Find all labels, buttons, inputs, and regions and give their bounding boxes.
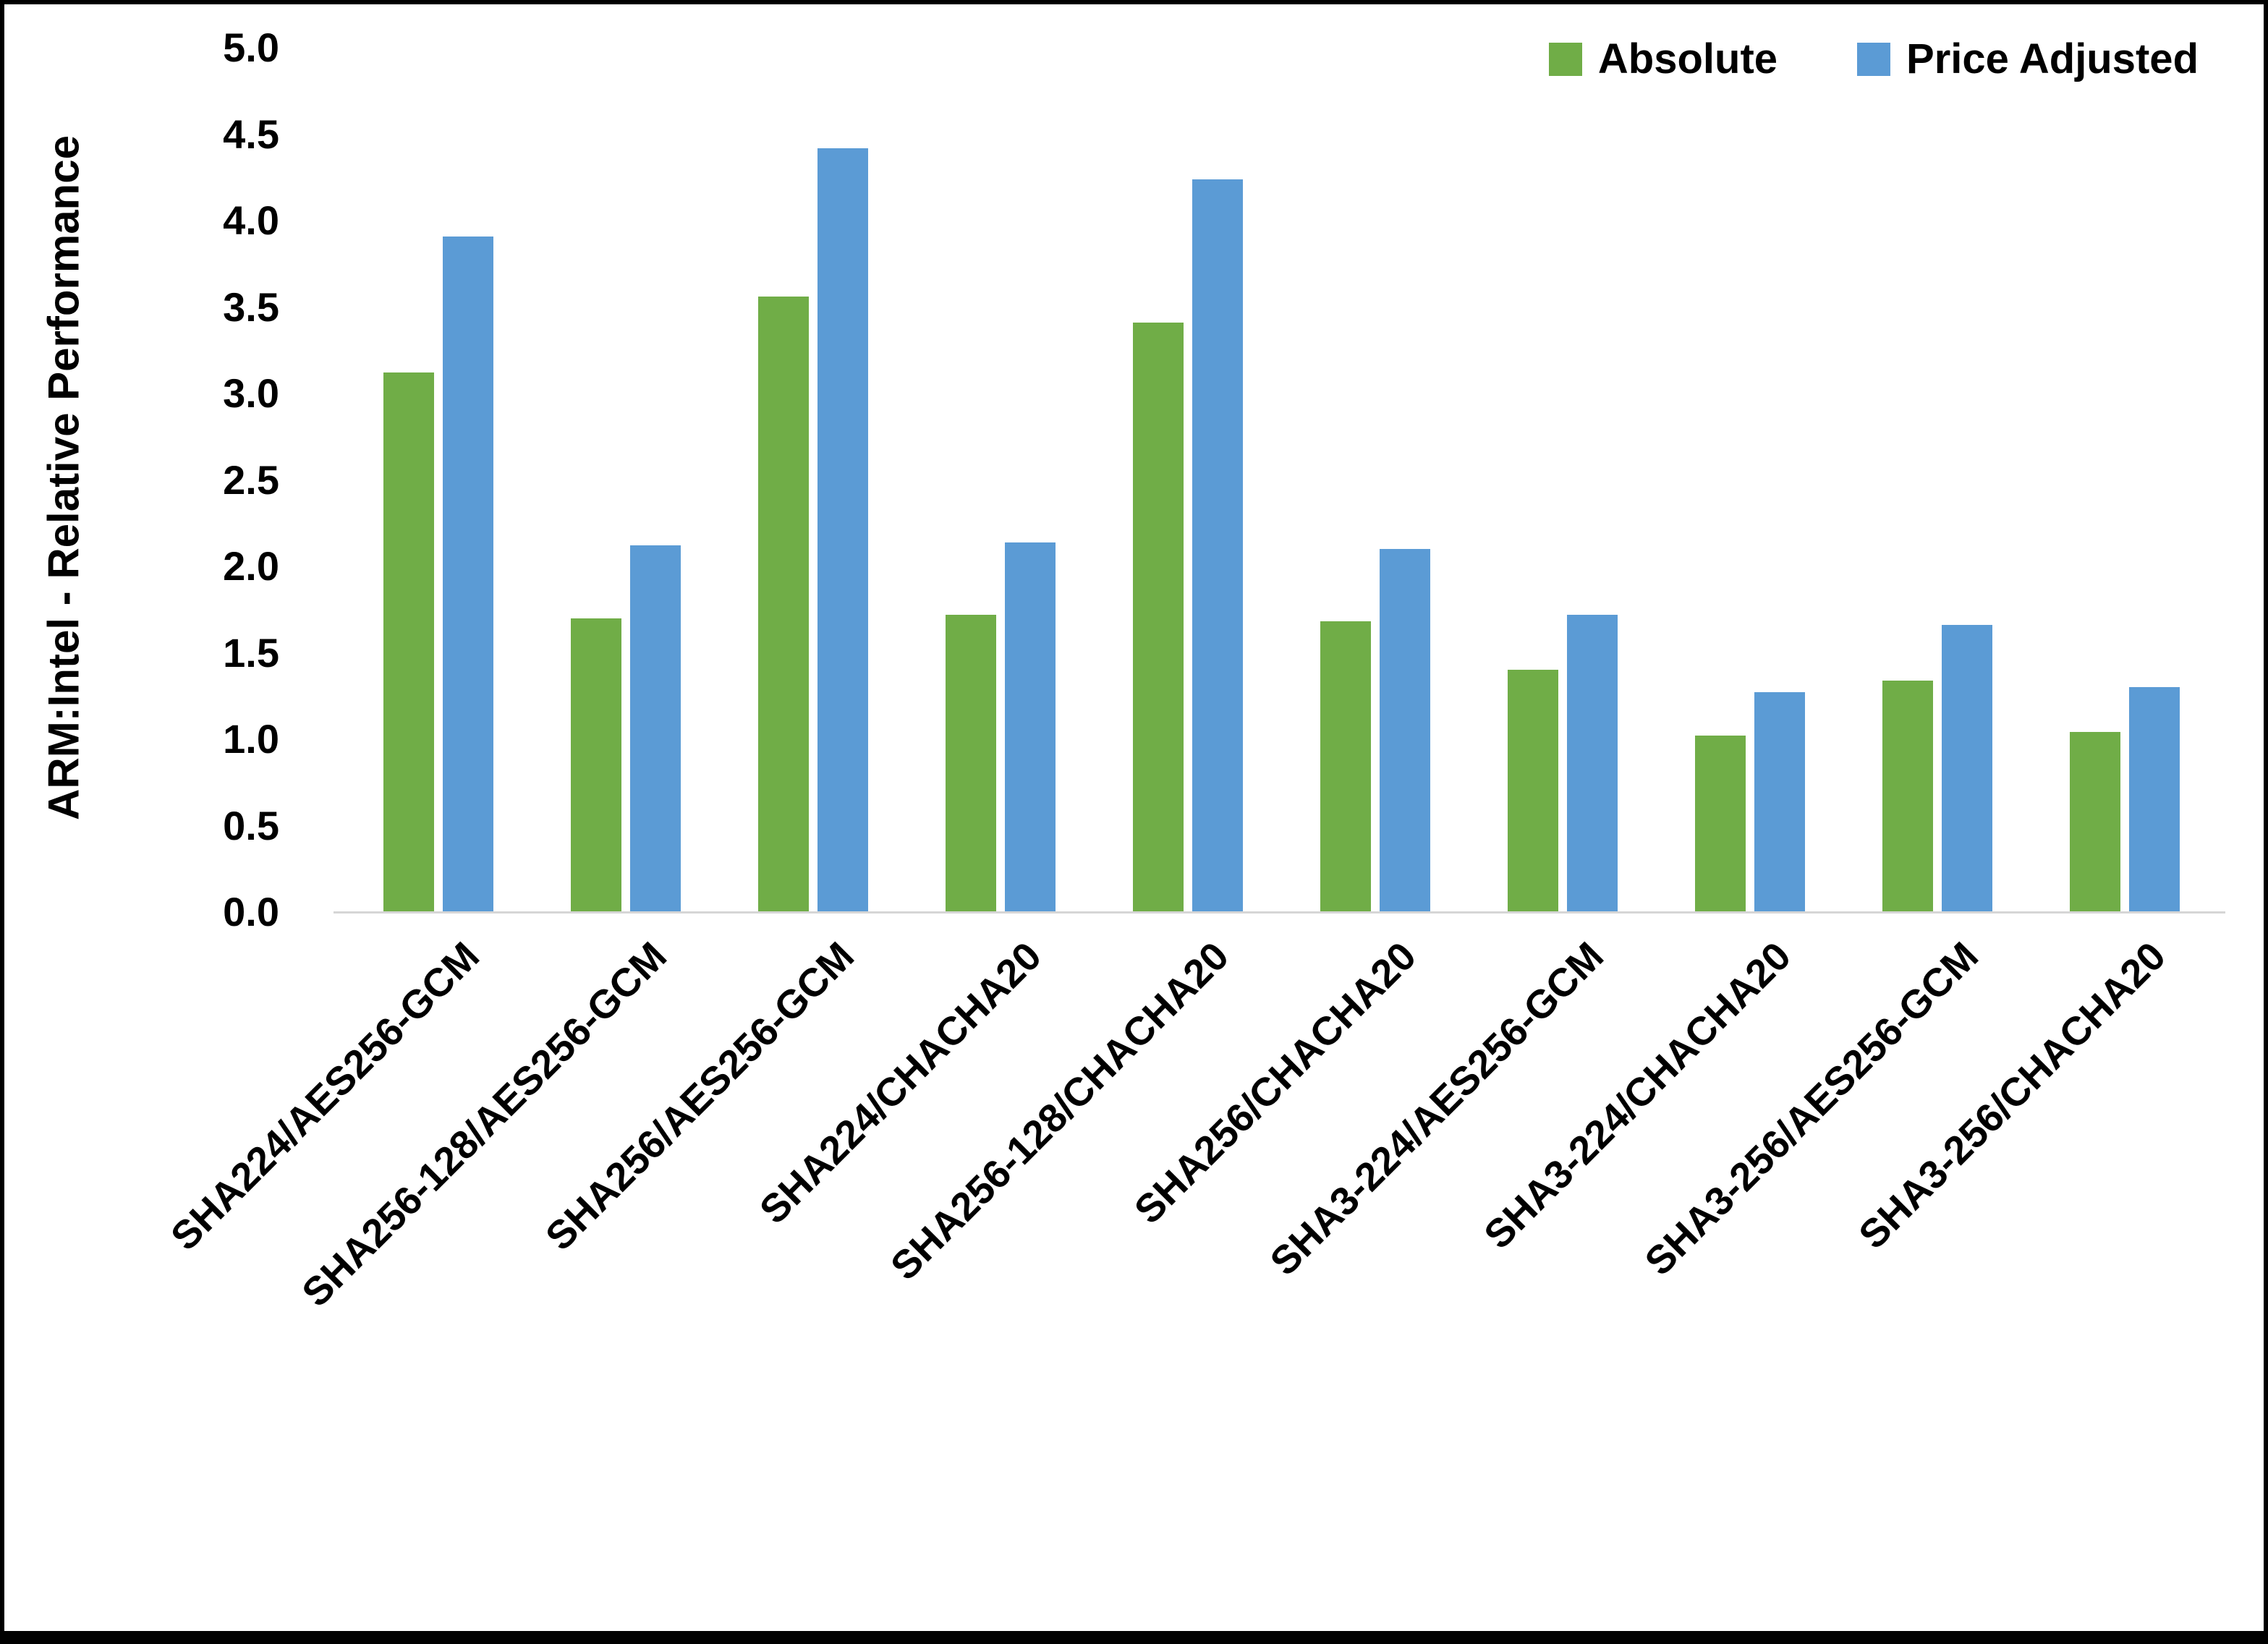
legend-item-price-adjusted: Price Adjusted <box>1857 35 2199 83</box>
plot-area: 0.0 0.5 1.0 1.5 2.0 2.5 3.0 3.5 4.0 4.5 5.0 SHA224… <box>161 27 2225 1315</box>
bar-price-adjusted <box>1379 549 1430 912</box>
bar-absolute <box>2069 732 2120 912</box>
bar-absolute <box>1882 680 1933 912</box>
y-tick-label: 4.5 <box>223 111 279 157</box>
y-tick-label: 1.5 <box>223 629 279 676</box>
x-category-label: SHA224/AES256-GCM <box>161 933 488 1259</box>
y-tick-label: 5.0 <box>223 25 279 70</box>
bar-price-adjusted <box>1004 542 1056 912</box>
legend-label-price-adjusted: Price Adjusted <box>1906 35 2199 82</box>
bar-absolute <box>383 372 434 912</box>
y-tick-label: 0.0 <box>223 889 279 934</box>
y-tick-label: 3.0 <box>223 370 279 416</box>
bar-price-adjusted <box>1192 179 1243 912</box>
bar-price-adjusted <box>1941 625 1992 912</box>
bar-absolute <box>757 297 809 912</box>
y-tick-label: 0.5 <box>223 802 279 848</box>
y-tick-label: 4.0 <box>223 197 279 243</box>
bar-absolute <box>570 618 621 912</box>
legend-item-absolute: Absolute <box>1548 35 1778 83</box>
y-tick-label: 1.0 <box>223 716 279 762</box>
y-tick-label: 2.5 <box>223 456 279 503</box>
bar-absolute <box>1320 621 1371 912</box>
y-axis-title: ARM:Intel - Relative Performance <box>39 135 88 820</box>
bar-price-adjusted <box>1566 614 1618 912</box>
x-axis-line <box>334 911 2225 913</box>
y-tick-label: 2.0 <box>223 543 279 589</box>
bar-absolute <box>1132 323 1184 912</box>
legend-swatch-price-adjusted-icon <box>1857 42 1891 76</box>
bar-price-adjusted <box>442 236 493 912</box>
bar-absolute <box>1507 670 1558 912</box>
y-tick-label: 3.5 <box>223 284 279 330</box>
bar-price-adjusted <box>1754 692 1805 912</box>
bar-absolute <box>1694 736 1746 912</box>
legend: Absolute Price Adjusted <box>1548 35 2199 83</box>
bar-price-adjusted <box>817 148 868 912</box>
bar-absolute <box>945 614 996 912</box>
bar-price-adjusted <box>2128 687 2180 912</box>
legend-swatch-absolute-icon <box>1548 42 1582 76</box>
legend-label-absolute: Absolute <box>1597 35 1778 82</box>
bar-price-adjusted <box>629 545 681 912</box>
